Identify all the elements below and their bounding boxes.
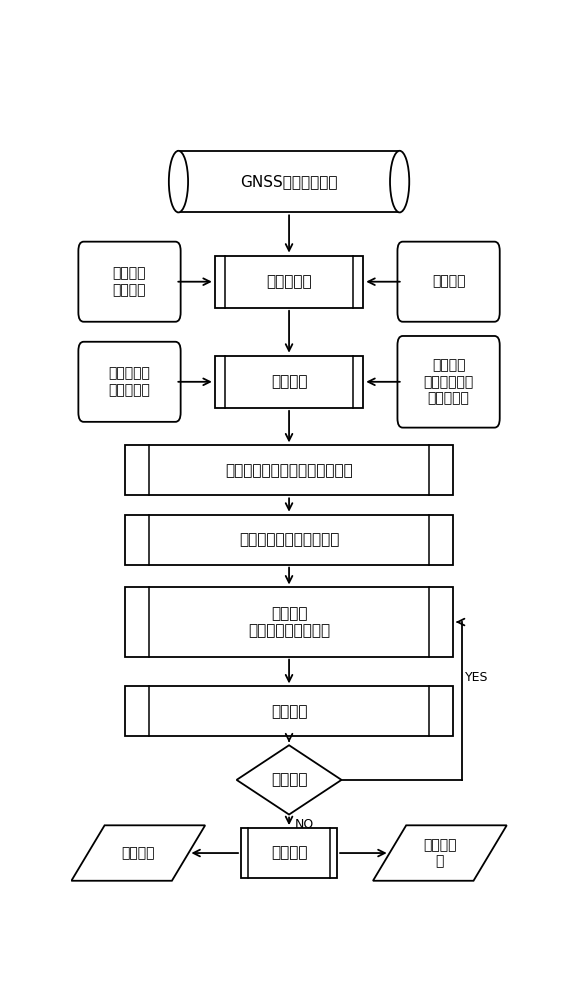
FancyBboxPatch shape (398, 242, 500, 322)
Ellipse shape (169, 151, 188, 212)
Polygon shape (237, 745, 342, 815)
Polygon shape (373, 825, 506, 881)
Text: 粗差剔除
周跳探测: 粗差剔除 周跳探测 (113, 267, 146, 297)
Bar (215, 256, 363, 308)
Text: YES: YES (465, 671, 488, 684)
FancyBboxPatch shape (78, 342, 180, 422)
Text: 误差改正: 误差改正 (271, 374, 307, 389)
Text: 依据高度角构建随机模型: 依据高度角构建随机模型 (239, 532, 339, 547)
Text: GNSS原始观测数据: GNSS原始观测数据 (240, 174, 338, 189)
Text: 用户速度: 用户速度 (121, 846, 155, 860)
Text: 数据预处理: 数据预处理 (266, 274, 312, 289)
Bar (125, 445, 453, 495)
Polygon shape (72, 825, 205, 881)
Text: NO: NO (295, 818, 314, 831)
Text: 参数估计
（递归最小二乘法）: 参数估计 （递归最小二乘法） (248, 606, 330, 638)
Bar (241, 828, 337, 878)
Bar (178, 151, 400, 212)
FancyBboxPatch shape (78, 242, 180, 322)
Ellipse shape (390, 151, 409, 212)
Text: 数据筛选: 数据筛选 (432, 275, 465, 289)
Text: 是否超限: 是否超限 (271, 772, 307, 787)
Bar (125, 515, 453, 565)
Text: 构建非组合历元间差分测速模型: 构建非组合历元间差分测速模型 (225, 463, 353, 478)
Text: 输出结果: 输出结果 (271, 846, 307, 861)
Text: 地球自转
天线相位中心
偏差及变化: 地球自转 天线相位中心 偏差及变化 (424, 359, 474, 405)
Bar (125, 587, 453, 657)
Text: 计算残差: 计算残差 (271, 704, 307, 719)
FancyBboxPatch shape (398, 336, 500, 428)
Text: 对流层延迟
相对论效应: 对流层延迟 相对论效应 (109, 367, 151, 397)
Text: 电离层参
数: 电离层参 数 (423, 838, 457, 868)
Bar (125, 686, 453, 736)
Bar (215, 356, 363, 408)
